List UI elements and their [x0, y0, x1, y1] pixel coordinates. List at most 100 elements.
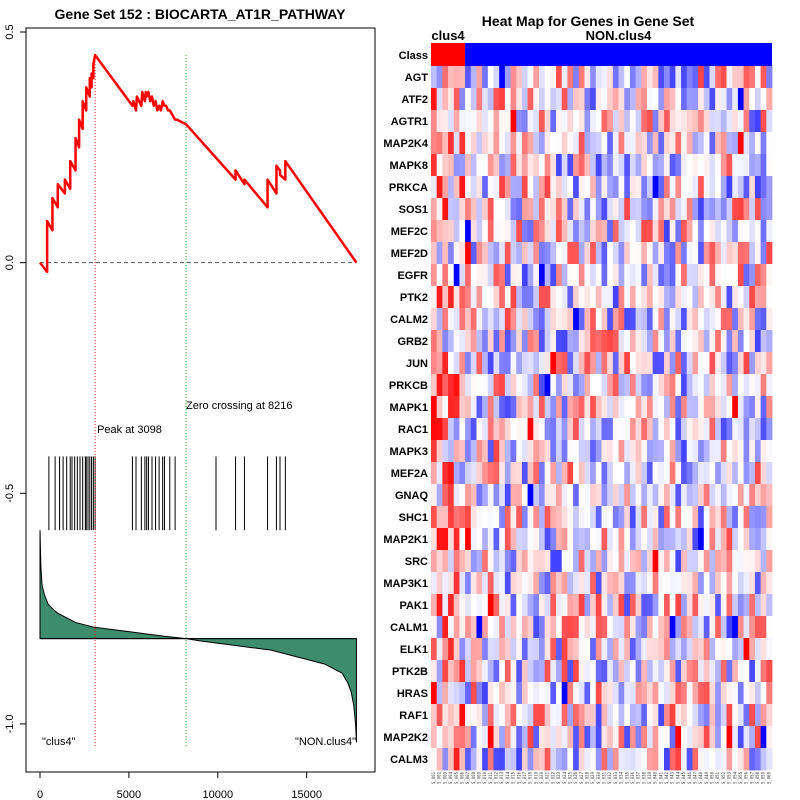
heatmap-cell [448, 550, 455, 573]
heatmap-cell [664, 264, 671, 287]
heatmap-cell [612, 308, 619, 331]
heatmap-cell [726, 374, 733, 397]
heatmap-cell [584, 572, 591, 595]
heatmap-cell [442, 286, 449, 309]
heatmap-cell [726, 396, 733, 419]
heatmap-cell [607, 550, 614, 573]
heatmap-cell [521, 198, 529, 221]
heatmap-cell [533, 726, 540, 749]
heatmap-cell [641, 352, 648, 375]
heatmap-cell [675, 176, 682, 199]
heatmap-cell [476, 638, 483, 661]
heatmap-cell [624, 264, 631, 287]
heatmap-cell [715, 88, 722, 111]
heatmap-cell [465, 638, 472, 661]
heatmap-cell [516, 66, 523, 89]
heatmap-cell [760, 132, 767, 155]
heatmap-cell [521, 396, 529, 419]
heatmap-cell [527, 550, 534, 573]
heatmap-cell [556, 440, 563, 463]
heatmap-cell [669, 462, 676, 485]
heatmap-cell [624, 704, 631, 727]
heatmap-cell [561, 440, 568, 463]
heatmap-cell [465, 528, 472, 551]
heatmap-cell [476, 154, 483, 177]
heatmap-cell [499, 704, 506, 727]
heatmap-cell [698, 682, 705, 705]
heatmap-cell [664, 440, 671, 463]
heatmap-cell [521, 616, 529, 639]
heatmap-cell [431, 528, 438, 551]
heatmap-cell [470, 594, 477, 617]
heatmap-cell [612, 528, 619, 551]
heatmap-cells [431, 66, 773, 771]
gene-label: PRKCA [389, 182, 428, 194]
heatmap-cell [601, 572, 608, 595]
heatmap-title: Heat Map for Genes in Gene Set [482, 13, 695, 29]
heatmap-cell [482, 704, 489, 727]
heatmap-cell [720, 528, 727, 551]
heatmap-cell [754, 704, 762, 727]
heatmap-cell [527, 638, 534, 661]
heatmap-cell [686, 352, 693, 375]
heatmap-cell [601, 308, 608, 331]
heatmap-cell [766, 726, 773, 749]
heatmap-cell [550, 374, 557, 397]
heatmap-cell [448, 88, 455, 111]
heatmap-cell [493, 572, 500, 595]
sample-label: S_059 [761, 771, 766, 784]
heatmap-cell [726, 462, 733, 485]
heatmap-cell [686, 638, 693, 661]
heatmap-cell [578, 726, 585, 749]
heatmap-cell [760, 110, 767, 133]
heatmap-cell [516, 704, 523, 727]
heatmap-cell [652, 154, 659, 177]
heatmap-cell [459, 484, 466, 507]
heatmap-cell [664, 176, 671, 199]
heatmap-cell [538, 572, 546, 595]
heatmap-cell [595, 88, 602, 111]
heatmap-cell [584, 132, 591, 155]
heatmap-cell [521, 660, 529, 683]
heatmap-cell [766, 132, 773, 155]
heatmap-cell [470, 748, 477, 771]
heatmap-cell [510, 286, 517, 309]
heatmap-cell [465, 330, 472, 353]
heatmap-cell [675, 66, 682, 89]
heatmap-cell [442, 352, 449, 375]
sample-label: S_021 [545, 771, 550, 784]
heatmap-cell [766, 154, 773, 177]
sample-label: S_040 [653, 771, 658, 784]
heatmap-cell [664, 462, 671, 485]
heatmap-cell [669, 682, 676, 705]
heatmap-cell [578, 748, 585, 771]
heatmap-cell [499, 396, 506, 419]
heatmap-cell [681, 242, 688, 265]
heatmap-cell [737, 506, 744, 529]
heatmap-cell [624, 616, 631, 639]
heatmap-cell [504, 132, 511, 155]
heatmap-cell [749, 220, 756, 243]
heatmap-cell [698, 242, 705, 265]
heatmap-cell [470, 352, 477, 375]
heatmap-cell [635, 704, 642, 727]
heatmap-cell [658, 528, 665, 551]
heatmap-cell [607, 330, 614, 353]
sample-label: S_001 [431, 771, 436, 784]
heatmap-cell [448, 682, 455, 705]
heatmap-cell [476, 440, 483, 463]
heatmap-cell [737, 242, 744, 265]
heatmap-cell [664, 66, 671, 89]
heatmap-cell [624, 528, 631, 551]
heatmap-cell [567, 88, 574, 111]
heatmap-cell [527, 66, 534, 89]
heatmap-cell [601, 660, 608, 683]
heatmap-cell [629, 528, 636, 551]
heatmap-cell [550, 88, 557, 111]
heatmap-cell [760, 308, 767, 331]
heatmap-cell [618, 550, 625, 573]
heatmap-cell [436, 462, 443, 485]
heatmap-cell [681, 110, 688, 133]
heatmap-cell [675, 242, 682, 265]
heatmap-cell [561, 572, 568, 595]
